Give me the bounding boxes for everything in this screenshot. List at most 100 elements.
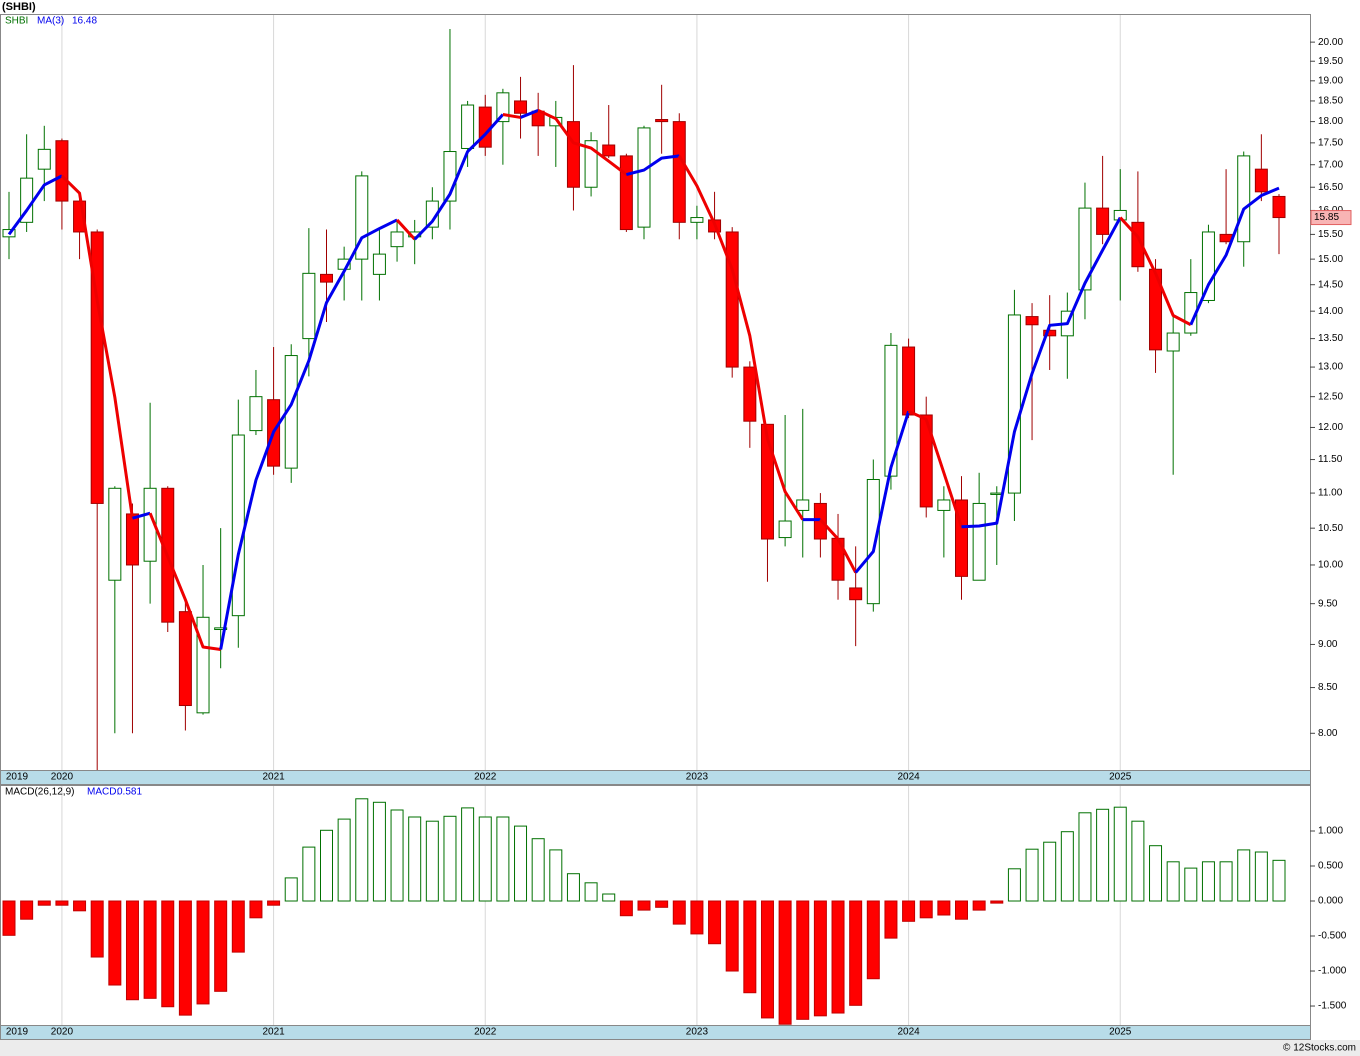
macd-bar-positive [372, 801, 386, 902]
y-tick-label: 20.00 [1318, 37, 1343, 48]
macd-bar-positive [496, 816, 510, 902]
candle-body-down [1149, 268, 1163, 351]
candle-body-down [743, 366, 757, 422]
macd-bar-negative [796, 900, 810, 1020]
y-tick-label: 13.50 [1318, 333, 1343, 344]
x-tick-label: 2023 [686, 1027, 709, 1038]
x-tick-label: 2025 [1109, 772, 1132, 783]
x-tick-label: 2022 [474, 1027, 497, 1038]
macd-bar-negative [937, 900, 951, 916]
moving-average-line [519, 108, 539, 119]
candle-body-down [514, 100, 528, 114]
candle-body-up [390, 231, 404, 248]
candle-body-down [1043, 329, 1057, 337]
macd-bar-positive [1113, 806, 1127, 902]
candle-body-down [478, 106, 492, 148]
macd-bar-positive [584, 882, 598, 902]
macd-bar-negative [90, 900, 104, 958]
macd-bar-negative [37, 900, 51, 906]
candle-body-down [602, 144, 616, 157]
macd-bar-negative [619, 900, 633, 917]
candle-body-up [1201, 231, 1215, 301]
macd-bar-positive [408, 816, 422, 902]
candle-body-down [1025, 316, 1039, 326]
x-tick-label: 2019 [6, 772, 29, 783]
macd-bar-negative [55, 900, 69, 906]
x-tick-label: 2019 [6, 1027, 29, 1038]
candle-body-up [937, 499, 951, 511]
moving-average-line [502, 113, 521, 119]
y-tick-label: 11.00 [1318, 488, 1343, 499]
candle-body-up [1078, 207, 1092, 291]
price-panel [0, 14, 1311, 771]
candle-body-up [249, 396, 263, 432]
y-tick-label: 9.50 [1318, 598, 1338, 609]
macd-bar-negative [955, 900, 968, 920]
macd-bar-negative [849, 900, 863, 1006]
macd-bar-negative [2, 900, 16, 936]
candle-body-up [1237, 155, 1251, 243]
macd-bar-negative [760, 900, 774, 1019]
moving-average-line [625, 154, 680, 176]
marks: 15.85 [2, 29, 1352, 1025]
moving-average-line [1119, 216, 1192, 327]
candle-body-down [760, 423, 774, 540]
date-strip [0, 1025, 1311, 1040]
y-tick-label: -1.000 [1318, 966, 1347, 977]
candle-body-up [355, 175, 369, 260]
y-tick-label: 15.00 [1318, 254, 1343, 265]
candle-body-down [1096, 207, 1110, 235]
candle-body-up [866, 478, 880, 605]
moving-average-line [7, 174, 63, 236]
macd-bar-positive [1201, 861, 1215, 902]
macd-bar-positive [1007, 868, 1021, 902]
x-tick-label: 2025 [1109, 1027, 1132, 1038]
candle-body-up [637, 127, 651, 228]
candle-body-down [619, 155, 633, 231]
candle-body-down [725, 231, 739, 368]
moving-average-line [132, 511, 151, 520]
grid: 2019 2019 2020 2020 2021 2021 2022 2022 2023 2023… [6, 15, 1347, 1038]
moving-average-line [677, 155, 805, 521]
candle-body-up [778, 520, 792, 539]
moving-average-line [60, 174, 134, 519]
candle-body-up [37, 148, 51, 170]
macd-bar-negative [161, 900, 175, 1008]
macd-bar-positive [337, 818, 351, 902]
macd-bar-negative [73, 900, 87, 912]
y-tick-label: -0.500 [1318, 931, 1347, 942]
macd-bar-negative [813, 900, 827, 1017]
x-tick-label: 2021 [262, 772, 285, 783]
y-tick-label: 0.500 [1318, 861, 1343, 872]
macd-bar-positive [320, 829, 333, 902]
macd-title: MACD(26,12,9) [5, 787, 74, 798]
macd-bar-positive [443, 815, 457, 902]
candle-body-down [125, 513, 139, 566]
footer: © 12Stocks.com [1283, 1043, 1356, 1054]
y-tick-label: 19.50 [1318, 56, 1343, 67]
y-tick-label: 10.50 [1318, 523, 1343, 534]
legend-ma: MA(3) [37, 16, 64, 27]
macd-bar-positive [355, 798, 369, 902]
macd-bar-negative [143, 900, 157, 999]
macd-bar-positive [1060, 831, 1074, 902]
macd-bar-negative [214, 900, 228, 992]
y-tick-label: 11.50 [1318, 454, 1343, 465]
candle-body-up [302, 272, 316, 340]
candle-body-down [90, 231, 104, 504]
candle-body-up [884, 344, 898, 477]
macd-bar-negative [267, 900, 281, 906]
candle-body-down [902, 346, 916, 416]
y-tick-label: 14.00 [1318, 306, 1343, 317]
macd-bar-negative [655, 900, 669, 908]
macd-bar-negative [708, 900, 722, 945]
x-tick-label: 2023 [686, 772, 709, 783]
moving-average-line [854, 410, 911, 574]
macd-bar-positive [1096, 808, 1110, 902]
y-tick-label: -1.500 [1318, 1001, 1347, 1012]
y-tick-label: 8.50 [1318, 682, 1338, 693]
y-tick-label: 17.00 [1318, 159, 1343, 170]
macd-bar-positive [284, 877, 298, 902]
macd-bar-negative [972, 900, 986, 911]
macd-bar-positive [1025, 848, 1039, 902]
